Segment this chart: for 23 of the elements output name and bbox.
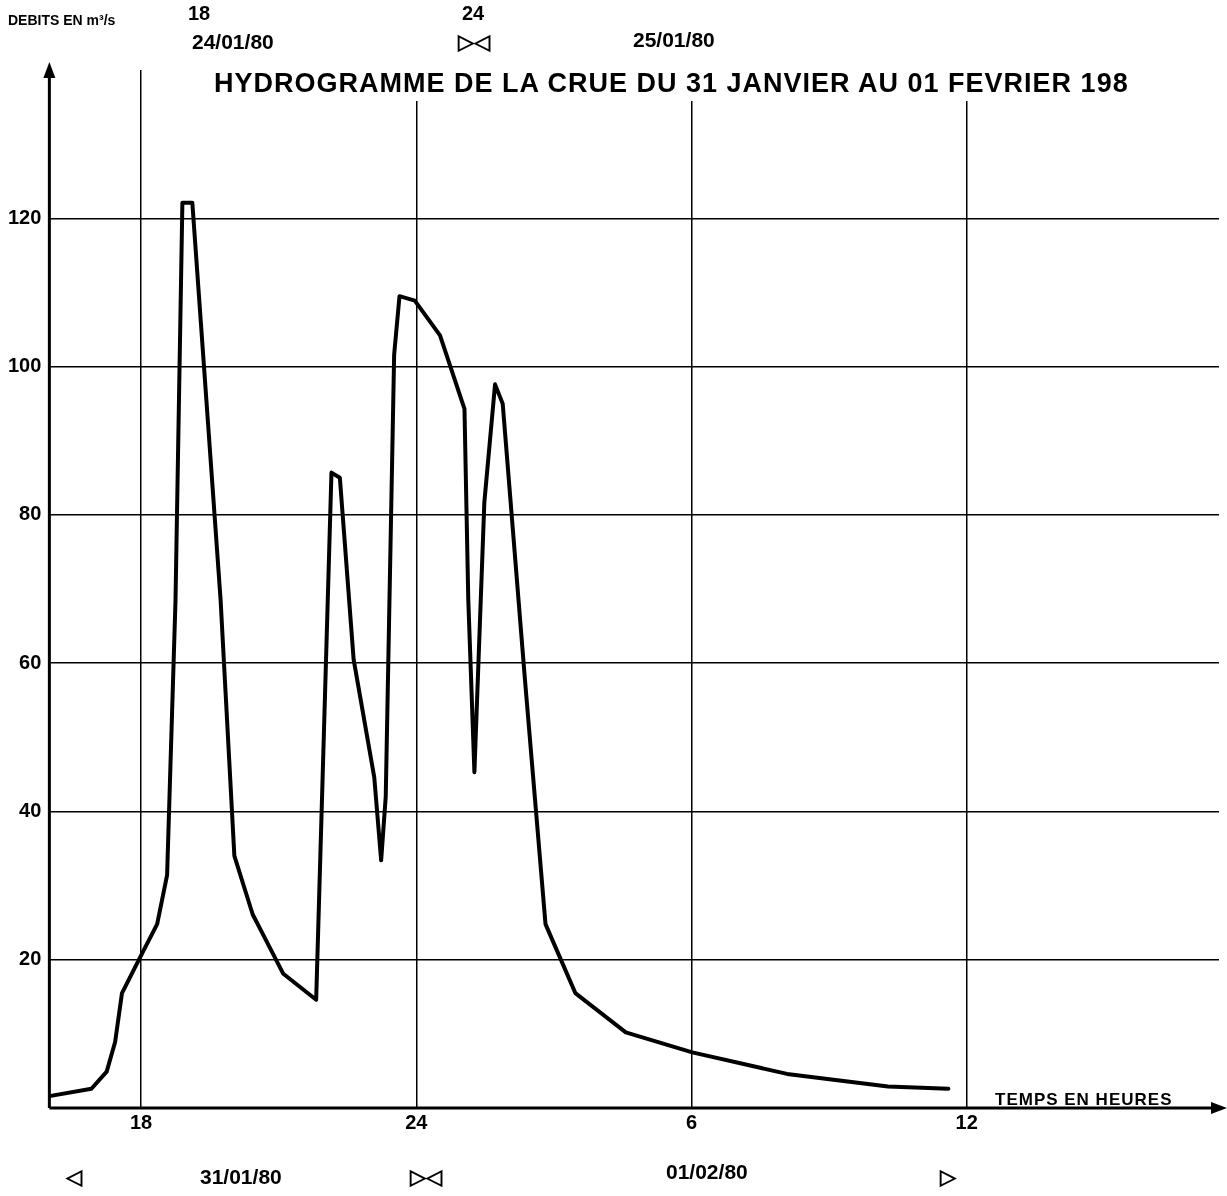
text: ◁ <box>66 1165 82 1189</box>
y-tick-label: 80 <box>19 502 42 525</box>
x-tick-label: 12 <box>955 1110 978 1133</box>
x-tick-label: 18 <box>129 1110 153 1133</box>
text: 24 <box>462 2 485 25</box>
y-tick-label: 40 <box>19 798 42 821</box>
y-tick-label: 120 <box>7 205 42 228</box>
x-tick-label: 24 <box>405 1110 429 1133</box>
x-axis-title: TEMPS EN HEURES <box>995 1090 1173 1110</box>
y-tick-label: 100 <box>7 354 42 377</box>
text: ▷ <box>940 1165 956 1189</box>
text: ▷◁ <box>458 30 490 54</box>
y-tick-label: 20 <box>19 947 42 970</box>
text: 25/01/80 <box>633 28 715 52</box>
text: 18 <box>188 2 211 25</box>
text: 24/01/80 <box>192 30 274 54</box>
text: 31/01/80 <box>200 1165 282 1189</box>
y-axis-title: DEBITS EN m³/s <box>8 12 117 28</box>
text: 01/02/80 <box>666 1160 748 1184</box>
y-tick-label: 60 <box>19 650 42 673</box>
text: ▷◁ <box>410 1165 442 1189</box>
chart-title: HYDROGRAMME DE LA CRUE DU 31 JANVIER AU 01 FEVRIER 198 <box>210 66 1133 101</box>
x-tick-label: 6 <box>685 1110 698 1133</box>
